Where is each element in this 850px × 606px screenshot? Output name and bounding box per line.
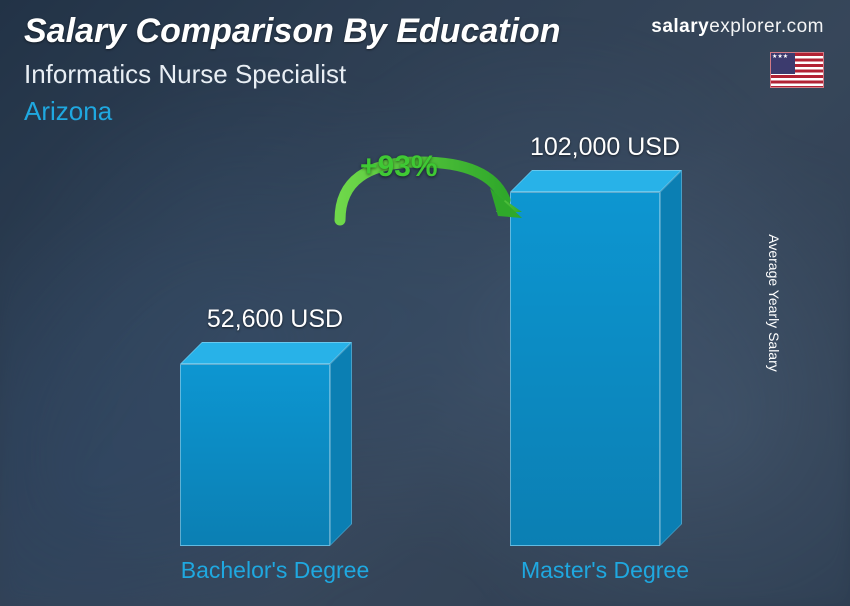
brand-part3: .com [781, 16, 824, 37]
bar-label: Master's Degree [495, 557, 715, 584]
bar-side-face [660, 170, 682, 546]
brand-part1: salary [651, 16, 709, 37]
bar-front-face [510, 192, 660, 546]
bar-value: 52,600 USD [165, 305, 385, 334]
brand-part2: explorer [709, 16, 781, 37]
brand-label: salaryexplorer.com [651, 16, 824, 38]
bar-side-face [330, 342, 352, 546]
page-region: Arizona [24, 96, 826, 127]
bar-front-face [180, 364, 330, 546]
bar-top-face [180, 342, 352, 364]
content-root: Salary Comparison By Education Informati… [0, 0, 850, 606]
page-subtitle: Informatics Nurse Specialist [24, 59, 826, 90]
bar-label: Bachelor's Degree [165, 557, 385, 584]
increase-badge: +93% [360, 150, 438, 184]
flag-icon [770, 52, 824, 88]
